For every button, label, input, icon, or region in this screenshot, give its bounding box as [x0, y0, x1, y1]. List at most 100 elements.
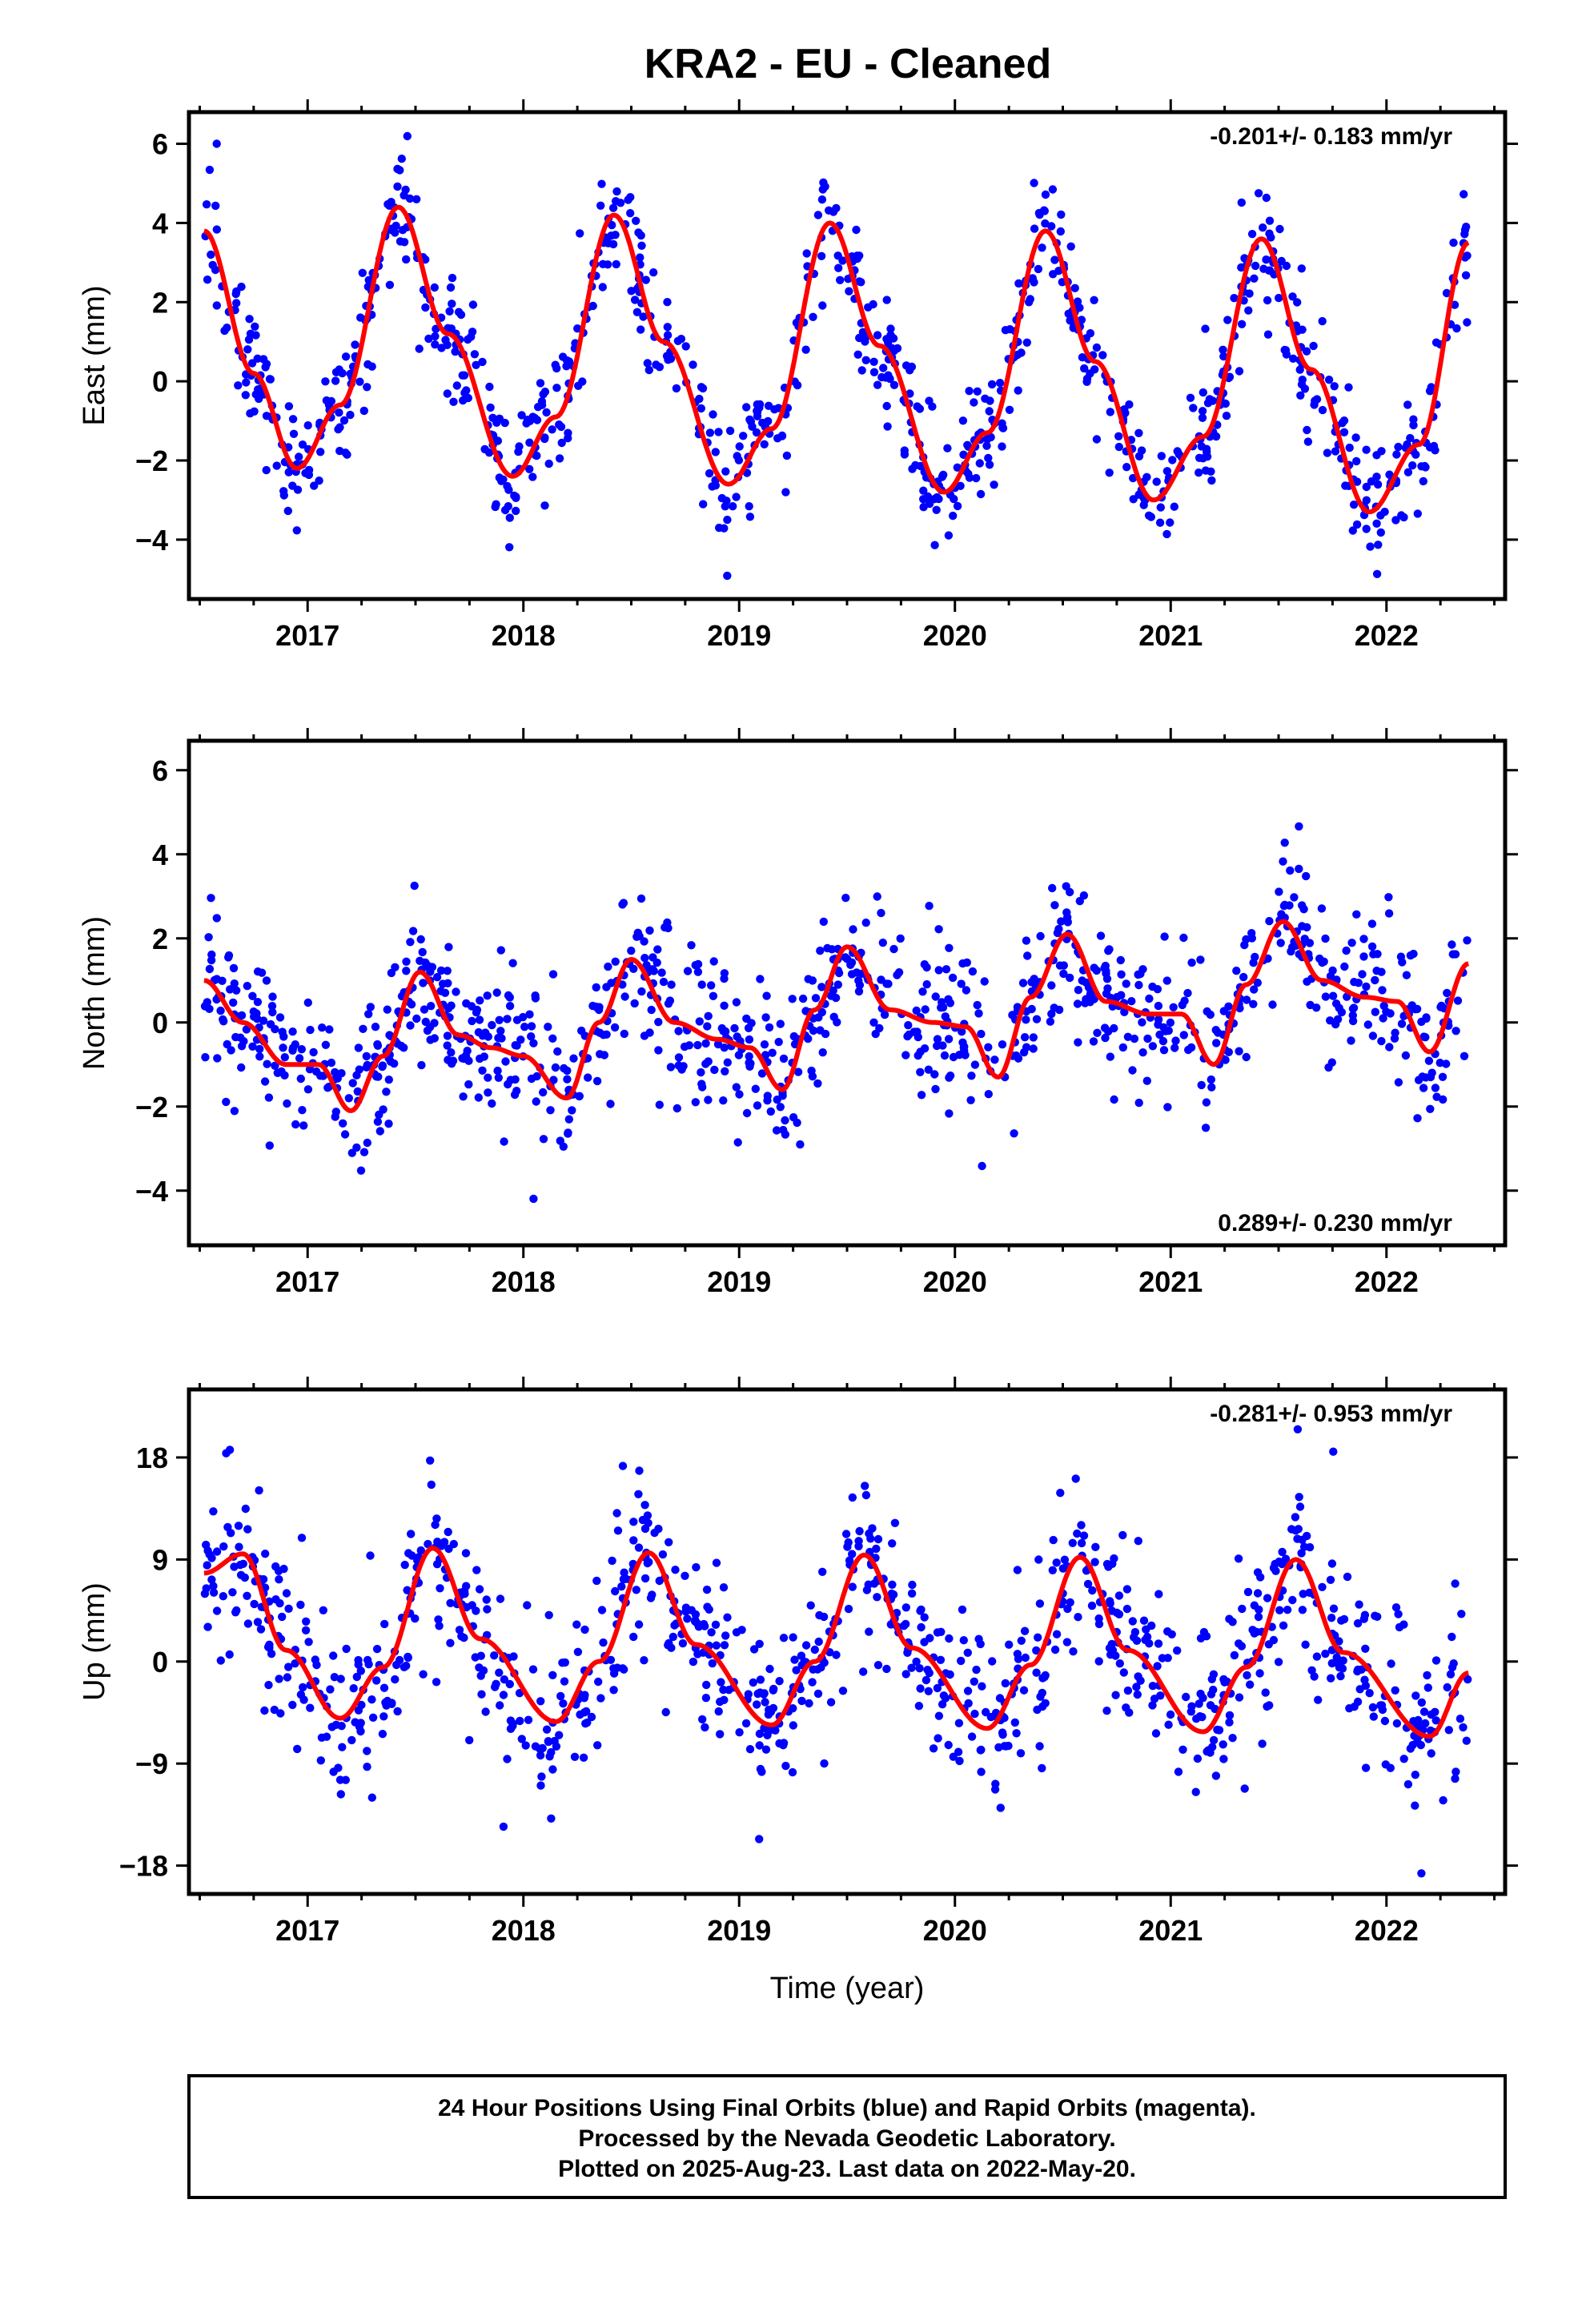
- up-data-point: [1357, 1665, 1366, 1674]
- east-data-point: [460, 371, 469, 380]
- up-data-point: [1001, 1679, 1010, 1688]
- east-data-point: [557, 438, 566, 448]
- up-data-point: [1278, 1559, 1287, 1569]
- north-data-point: [942, 965, 951, 974]
- east-data-point: [984, 453, 993, 463]
- east-data-point: [1251, 261, 1260, 271]
- east-data-point: [397, 155, 406, 163]
- up-data-point: [1337, 1616, 1346, 1625]
- up-data-point: [482, 1595, 491, 1604]
- up-data-point: [202, 1584, 211, 1593]
- east-data-point: [886, 324, 895, 333]
- up-data-point: [888, 1539, 897, 1548]
- north-data-point: [418, 947, 427, 957]
- north-data-point: [402, 957, 411, 967]
- east-data-point: [689, 360, 697, 369]
- up-data-point: [1293, 1425, 1303, 1434]
- up-data-point: [977, 1745, 986, 1755]
- north-data-point: [298, 1106, 307, 1115]
- east-data-point: [430, 283, 439, 292]
- up-data-point: [1446, 1670, 1456, 1679]
- north-data-point: [200, 1002, 210, 1011]
- up-data-point: [790, 1655, 799, 1664]
- east-data-point: [939, 470, 948, 480]
- east-y-tick-label: 0: [152, 365, 168, 398]
- north-data-point: [602, 1030, 611, 1039]
- east-data-point: [616, 199, 625, 207]
- up-data-point: [1052, 1558, 1061, 1567]
- up-data-point: [241, 1504, 250, 1514]
- north-data-point: [811, 994, 821, 1003]
- north-data-point: [359, 1148, 369, 1156]
- up-data-point: [954, 1719, 964, 1727]
- north-data-point: [592, 983, 600, 992]
- north-data-point: [1358, 970, 1367, 979]
- east-data-point: [1394, 442, 1403, 452]
- east-data-point: [1156, 503, 1166, 512]
- north-data-point: [1161, 1027, 1170, 1035]
- up-data-point: [946, 1670, 954, 1679]
- up-data-point: [367, 1695, 376, 1704]
- north-data-point: [1086, 998, 1094, 1007]
- up-data-point: [1108, 1646, 1118, 1655]
- east-data-point: [649, 268, 658, 277]
- east-data-point: [1056, 227, 1066, 236]
- north-data-point: [1340, 962, 1349, 971]
- north-data-point: [721, 1067, 729, 1076]
- up-data-point: [542, 1725, 552, 1734]
- east-data-point: [1309, 341, 1318, 351]
- up-data-point: [347, 1735, 356, 1745]
- north-data-point: [223, 1039, 231, 1049]
- up-data-point: [1004, 1741, 1013, 1751]
- up-data-point: [335, 1775, 345, 1784]
- up-data-point: [1427, 1749, 1435, 1758]
- up-data-point: [1459, 1723, 1468, 1732]
- up-data-point: [1012, 1729, 1021, 1738]
- north-data-point: [219, 1015, 227, 1024]
- north-data-point: [295, 1054, 304, 1063]
- east-data-point: [1310, 400, 1319, 409]
- up-data-point: [692, 1562, 701, 1572]
- east-data-point: [1186, 393, 1195, 402]
- up-data-point: [1219, 1740, 1227, 1749]
- east-data-point: [764, 416, 773, 426]
- up-data-point: [678, 1638, 688, 1648]
- east-data-point: [877, 372, 886, 382]
- north-data-point: [772, 1126, 781, 1135]
- north-data-point: [1153, 985, 1162, 994]
- up-rate-label: -0.281+/- 0.953 mm/yr: [1210, 1401, 1452, 1427]
- north-data-point: [443, 967, 452, 975]
- north-y-tick-label: −2: [135, 1091, 168, 1124]
- north-data-point: [494, 1073, 503, 1083]
- north-data-point: [391, 963, 400, 972]
- east-data-point: [953, 501, 962, 511]
- up-data-point: [509, 1652, 518, 1661]
- north-data-point: [916, 1068, 925, 1077]
- north-data-point: [606, 1100, 615, 1108]
- up-data-point: [597, 1606, 607, 1614]
- up-data-point: [644, 1558, 653, 1566]
- north-x-tick-label: 2021: [1138, 1265, 1203, 1298]
- east-data-point: [965, 387, 974, 396]
- east-data-point: [1247, 230, 1257, 239]
- east-data-point: [293, 485, 303, 494]
- east-data-point: [1419, 476, 1428, 486]
- north-x-tick-label: 2022: [1355, 1265, 1419, 1298]
- up-data-point: [1019, 1686, 1029, 1695]
- north-rate-label: 0.289+/- 0.230 mm/yr: [1218, 1210, 1452, 1236]
- north-data-point: [882, 979, 891, 988]
- up-data-point: [212, 1606, 222, 1615]
- east-y-tick-label: 6: [152, 128, 168, 161]
- north-y-tick-label: 2: [152, 923, 168, 955]
- north-data-point: [1134, 1098, 1143, 1108]
- up-data-point: [1365, 1689, 1374, 1698]
- up-data-point: [1297, 1549, 1306, 1558]
- up-data-point: [1191, 1787, 1200, 1796]
- up-data-point: [640, 1574, 650, 1583]
- north-data-point: [275, 1013, 285, 1022]
- east-data-point: [1146, 513, 1156, 521]
- up-data-point: [617, 1582, 626, 1591]
- east-data-point: [861, 356, 870, 364]
- east-data-point: [499, 475, 508, 484]
- east-data-point: [212, 139, 221, 148]
